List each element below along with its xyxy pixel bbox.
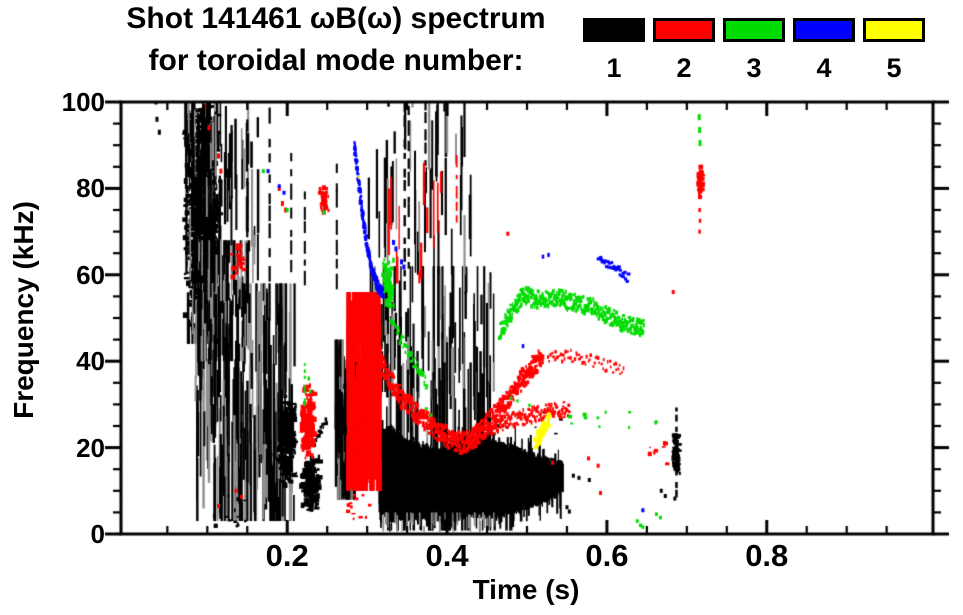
y-axis-label: Frequency (kHz) <box>8 201 39 419</box>
legend-number: 4 <box>816 53 832 83</box>
y-tick-label: 40 <box>76 346 105 377</box>
x-axis-label: Time (s) <box>472 574 580 605</box>
legend-number: 2 <box>676 53 692 83</box>
x-tick-label: 0.4 <box>425 538 469 573</box>
legend-swatch <box>793 18 855 42</box>
legend: 1 2 3 4 5 <box>583 18 925 82</box>
x-tick-label: 0.2 <box>265 538 309 573</box>
legend-entry-4: 4 <box>793 18 855 82</box>
legend-entry-5: 5 <box>863 18 925 82</box>
legend-number: 3 <box>746 53 762 83</box>
legend-number: 1 <box>606 53 622 83</box>
legend-swatch <box>863 18 925 42</box>
legend-swatch <box>583 18 645 42</box>
y-tick-label: 100 <box>61 87 105 117</box>
legend-entry-1: 1 <box>583 18 645 82</box>
x-tick-label: 0.6 <box>585 538 629 573</box>
figure-title-line1: Shot 141461 ωB(ω) spectrum <box>126 2 546 35</box>
y-tick-label: 60 <box>76 259 105 290</box>
legend-entry-3: 3 <box>723 18 785 82</box>
y-tick-label: 20 <box>76 432 105 463</box>
legend-number: 5 <box>886 53 902 83</box>
y-tick-label: 80 <box>76 173 105 204</box>
legend-swatch <box>723 18 785 42</box>
legend-swatch <box>653 18 715 42</box>
x-tick-label: 0.8 <box>745 538 789 573</box>
figure-title-line2: for toroidal mode number: <box>148 44 524 77</box>
legend-entry-2: 2 <box>653 18 715 82</box>
y-tick-label: 0 <box>90 519 105 549</box>
